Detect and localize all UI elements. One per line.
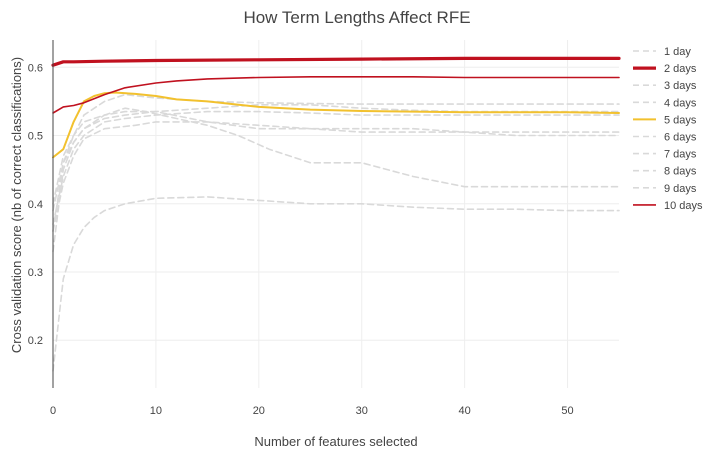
x-tick-label: 30 <box>356 405 368 417</box>
legend-label: 2 days <box>664 63 697 75</box>
series-line-10-days <box>52 76 620 114</box>
legend-label: 6 days <box>664 132 697 144</box>
y-tick-label: 0.2 <box>28 335 43 347</box>
y-tick-label: 0.6 <box>28 62 43 74</box>
x-tick-label: 20 <box>253 405 265 417</box>
series-line-2-days <box>51 56 621 67</box>
chart-title: How Term Lengths Affect RFE <box>243 8 470 27</box>
grid <box>53 40 619 388</box>
legend-label: 3 days <box>664 80 697 92</box>
x-tick-label: 10 <box>150 405 162 417</box>
legend-label: 8 days <box>664 166 697 178</box>
plot-area <box>51 56 621 372</box>
legend-label: 5 days <box>664 114 697 126</box>
legend-label: 9 days <box>664 183 697 195</box>
series-line-6-days <box>52 121 620 232</box>
legend-label: 4 days <box>664 97 697 109</box>
legend-label: 7 days <box>664 149 697 161</box>
series-line-7-days <box>52 196 620 372</box>
series-line-3-days <box>52 93 620 232</box>
legend: 1 day 2 days 3 days 4 days 5 days 6 days 7 day… <box>633 46 703 212</box>
y-axis-label: Cross validation score (nb of correct cl… <box>9 57 24 353</box>
y-tick-label: 0.5 <box>28 131 43 143</box>
x-tick-label: 0 <box>50 405 56 417</box>
x-axis-label: Number of features selected <box>254 434 417 449</box>
series-line-9-days <box>52 104 620 212</box>
y-tick-label: 0.3 <box>28 267 43 279</box>
series-line-5-days <box>52 91 620 159</box>
y-tick-label: 0.4 <box>28 199 43 211</box>
axes: 0 10 20 30 40 50 0.2 0.3 0.4 0.5 0.6 <box>28 40 574 417</box>
x-tick-label: 50 <box>561 405 573 417</box>
x-tick-label: 40 <box>459 405 471 417</box>
legend-label: 1 day <box>664 46 691 58</box>
legend-label: 10 days <box>664 200 703 212</box>
series-line-8-days <box>52 110 620 225</box>
series-line-4-days <box>52 107 620 205</box>
